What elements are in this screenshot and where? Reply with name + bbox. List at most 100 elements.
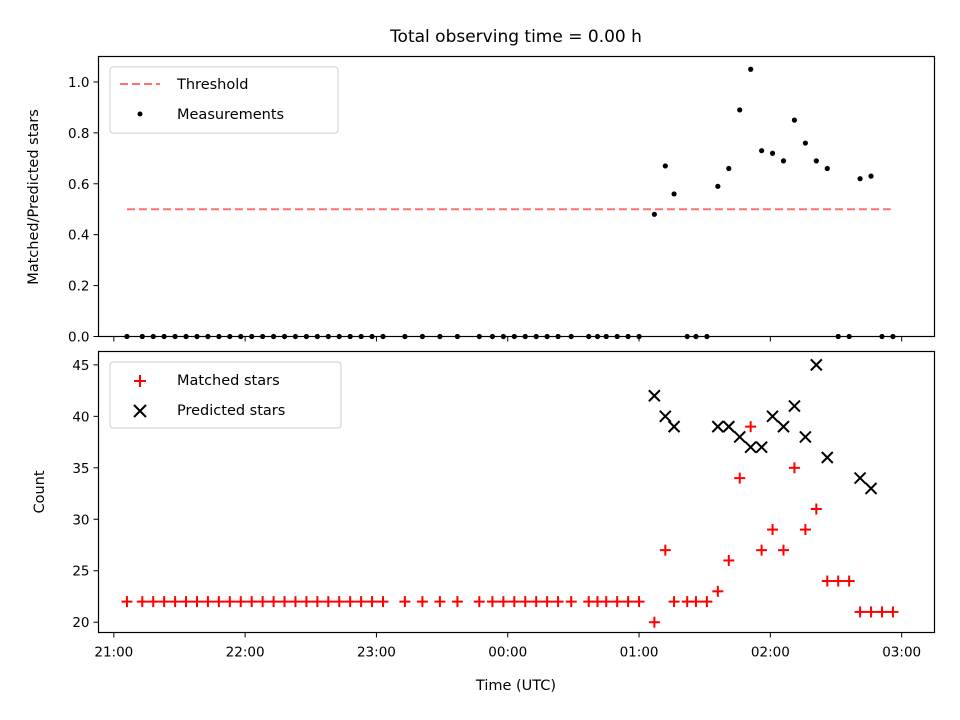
- matched-star-marker: [451, 596, 463, 608]
- matched-stars-legend-label: Matched stars: [177, 373, 280, 389]
- x-tick-label: 23:00: [357, 645, 396, 661]
- matched-star-marker: [876, 606, 888, 618]
- bottom-y-tick-label: 40: [72, 409, 89, 425]
- matched-star-marker: [311, 596, 323, 608]
- predicted-star-marker: [711, 420, 725, 433]
- matched-star-marker: [434, 596, 446, 608]
- bottom-legend-box: [109, 361, 342, 429]
- matched-star-marker: [530, 596, 542, 608]
- matched-star-marker: [279, 596, 291, 608]
- matched-star-marker: [158, 596, 170, 608]
- bottom-y-tick-label: 25: [72, 564, 89, 580]
- matched-star-marker: [701, 596, 713, 608]
- predicted-star-marker: [733, 430, 746, 444]
- bottom-y-tick-label: 30: [72, 512, 89, 528]
- top-y-tick-label: 0.0: [68, 330, 89, 346]
- bottom-legend: Matched stars Predicted stars: [109, 361, 342, 429]
- measurements-legend-label: Measurements: [177, 107, 284, 123]
- predicted-star-marker: [799, 430, 812, 444]
- matched-star-marker: [777, 544, 789, 556]
- predicted-stars-legend-swatch: [133, 404, 147, 418]
- matched-star-marker: [224, 596, 236, 608]
- matched-star-marker: [416, 596, 428, 608]
- matched-star-marker: [355, 596, 367, 608]
- measurement-point: [868, 173, 874, 179]
- top-y-tick-label: 0.4: [68, 228, 89, 244]
- top-panel: 0.0 0.2 0.4 0.6 0.8 1.0 Matched/Predicted sta…: [26, 55, 936, 346]
- predicted-star-marker: [777, 420, 790, 433]
- x-tick-label: 21:00: [94, 645, 133, 661]
- matched-star-marker: [519, 596, 531, 608]
- predicted-star-marker: [648, 389, 661, 402]
- x-tick-label: 02:00: [751, 645, 790, 661]
- matched-star-marker: [344, 596, 356, 608]
- matched-star-marker: [734, 472, 746, 484]
- matched-star-marker: [121, 596, 133, 608]
- predicted-star-marker: [766, 410, 779, 423]
- top-y-tick-label: 1.0: [68, 75, 89, 91]
- x-tick-label: 03:00: [882, 645, 921, 661]
- predicted-star-marker: [659, 410, 672, 423]
- measurement-point: [748, 66, 754, 72]
- bottom-y-axis-label: Count: [32, 470, 48, 513]
- matched-star-marker: [648, 616, 660, 628]
- top-y-tick-label: 0.2: [68, 279, 89, 295]
- matched-star-marker: [202, 596, 214, 608]
- x-tick-label: 00:00: [488, 645, 527, 661]
- matched-star-marker: [622, 596, 634, 608]
- matched-star-marker: [191, 596, 203, 608]
- top-y-axis-label: Matched/Predicted stars: [26, 109, 42, 285]
- top-legend-box: [109, 66, 339, 134]
- predicted-star-marker: [853, 471, 867, 485]
- matched-star-marker: [169, 596, 181, 608]
- matched-star-marker: [659, 544, 671, 556]
- measurement-point: [780, 158, 787, 164]
- matched-star-marker: [600, 596, 612, 608]
- matched-star-marker: [508, 596, 520, 608]
- x-tick-label: 22:00: [226, 645, 265, 661]
- matched-star-marker: [565, 596, 577, 608]
- chart-title: Total observing time = 0.00 h: [389, 27, 642, 47]
- matched-star-marker: [767, 524, 779, 536]
- matched-star-marker: [611, 596, 623, 608]
- top-legend: Threshold Measurements: [109, 66, 339, 134]
- matched-star-marker: [821, 575, 833, 587]
- measurement-point: [791, 117, 798, 123]
- x-tick-label: 01:00: [620, 645, 659, 661]
- measurement-point: [813, 158, 819, 164]
- matched-star-marker: [399, 596, 411, 608]
- measurement-point: [671, 191, 677, 197]
- predicted-star-marker: [755, 441, 768, 454]
- measurement-point: [737, 107, 743, 113]
- top-y-tick-label: 0.6: [68, 177, 89, 193]
- matched-star-marker: [541, 596, 553, 608]
- matched-star-marker: [497, 596, 509, 608]
- matched-star-marker: [788, 462, 800, 474]
- matched-star-marker: [147, 596, 159, 608]
- matched-star-marker: [246, 596, 258, 608]
- predicted-star-marker: [744, 441, 757, 454]
- matched-star-marker: [268, 596, 280, 608]
- matched-stars-legend-swatch: [134, 375, 146, 387]
- matched-star-marker: [865, 606, 877, 618]
- top-y-tick-label: 0.8: [68, 126, 89, 142]
- matched-star-marker: [289, 596, 301, 608]
- bottom-axes-frame: [97, 350, 936, 634]
- matched-star-marker: [552, 596, 564, 608]
- matched-star-marker: [300, 596, 312, 608]
- predicted-star-marker: [821, 451, 834, 464]
- matched-star-marker: [832, 575, 844, 587]
- matched-star-marker: [723, 554, 735, 566]
- matched-star-marker: [668, 596, 680, 608]
- matched-star-marker: [377, 596, 389, 608]
- measurement-point: [824, 165, 830, 172]
- predicted-star-marker: [864, 482, 878, 495]
- matched-star-marker: [712, 585, 724, 597]
- top-axes-frame: [97, 55, 936, 338]
- measurement-point: [857, 176, 863, 182]
- bottom-panel: 20 25 30 35 40 45 21:00 22:00 23:00 00:00 01:00 02:…: [32, 350, 936, 694]
- matched-star-marker: [213, 596, 225, 608]
- measurement-point: [662, 163, 668, 169]
- measurement-point: [651, 211, 657, 217]
- matched-star-marker: [843, 575, 855, 587]
